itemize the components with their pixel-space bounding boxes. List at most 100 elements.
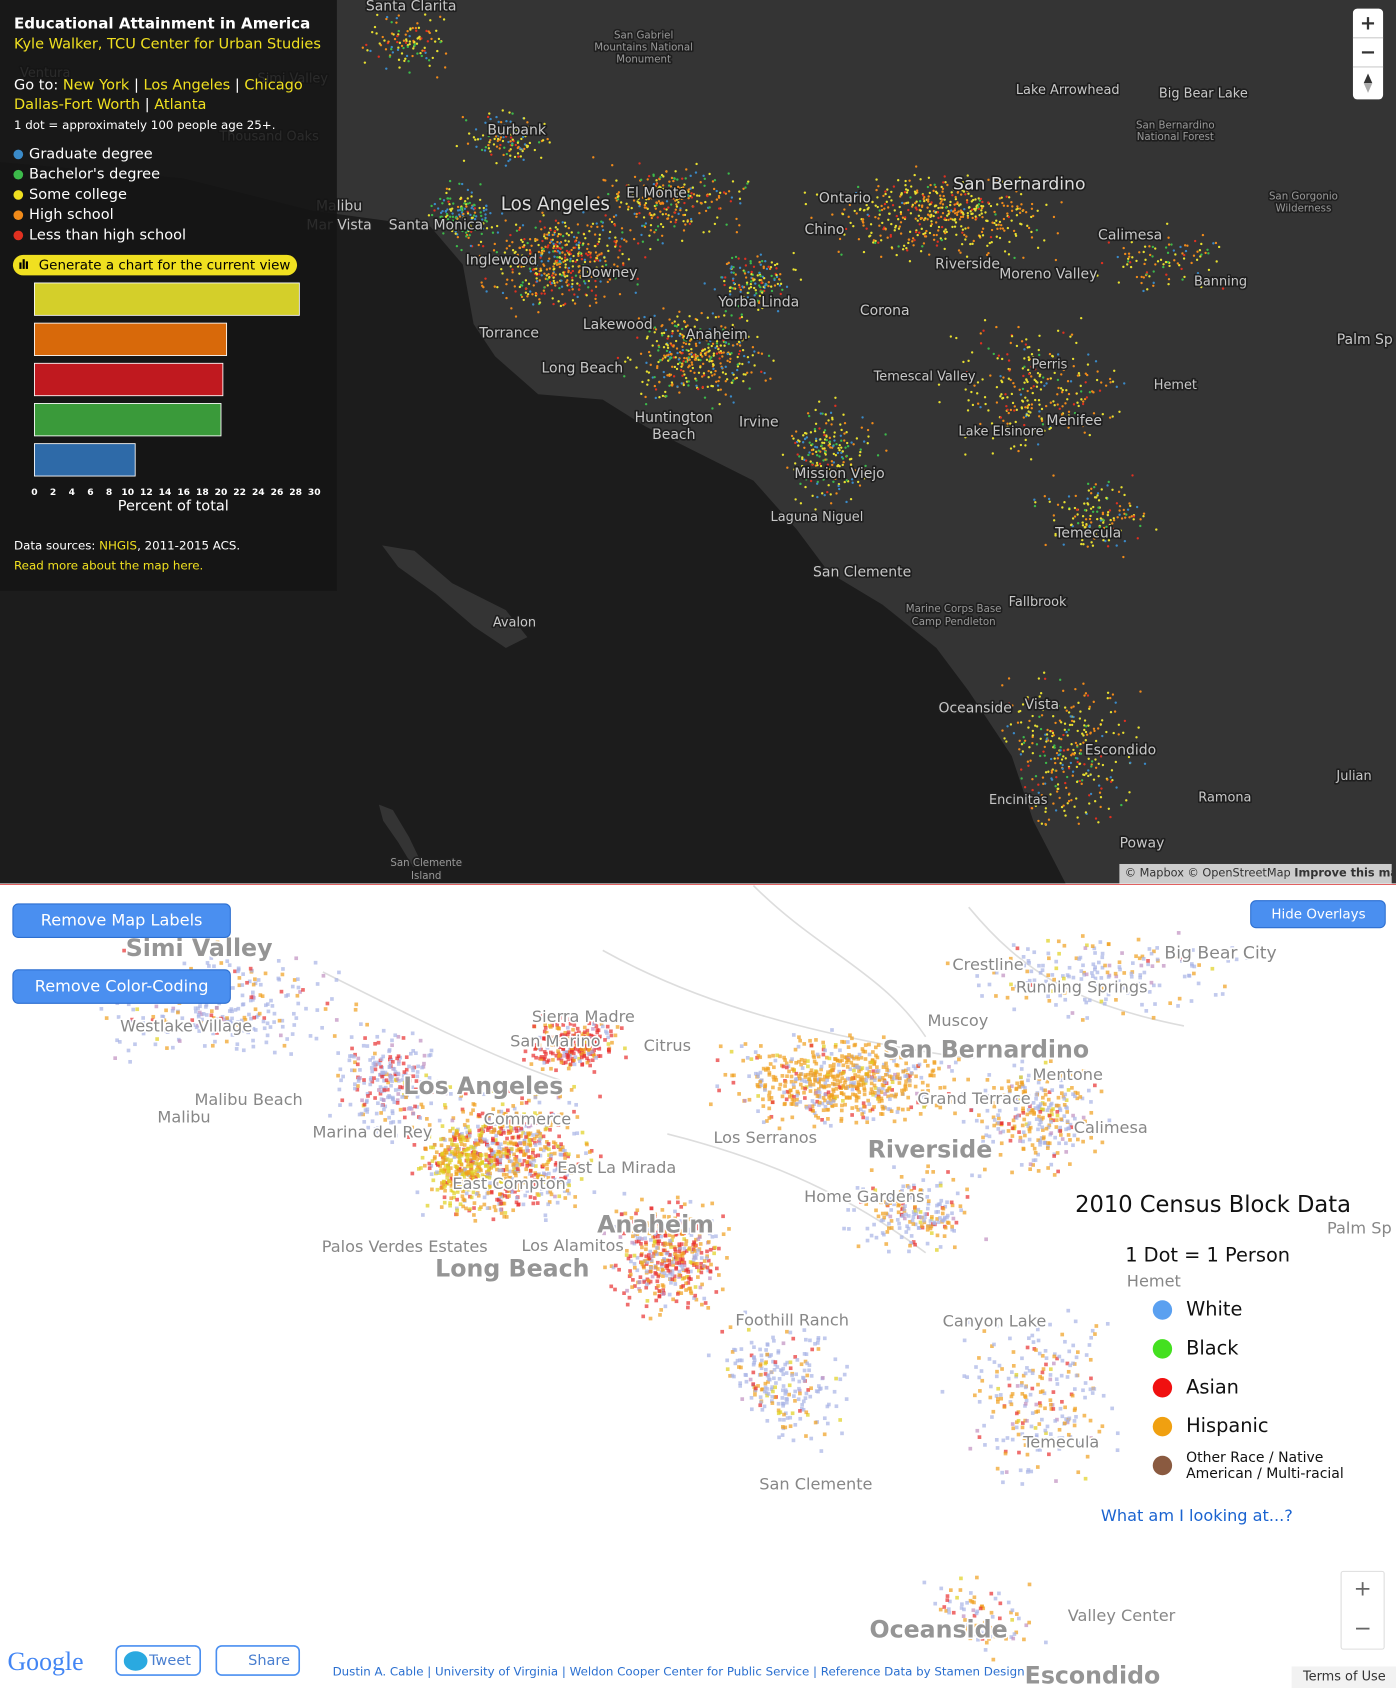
map-dot [860, 426, 864, 429]
map-dot [1107, 536, 1110, 540]
map-dot [511, 1104, 516, 1108]
map-dot [1129, 761, 1132, 764]
map-dot [1033, 504, 1037, 508]
map-dot [562, 303, 565, 307]
map-dot [485, 290, 488, 293]
map-dot [715, 380, 718, 383]
compass[interactable] [1363, 83, 1373, 93]
map-dot [459, 1139, 463, 1143]
map-dot [1042, 796, 1046, 799]
map-dot [725, 378, 729, 381]
map-dot [511, 138, 514, 141]
map-dot [739, 288, 743, 292]
map-dot [1064, 781, 1067, 785]
city-link[interactable]: Atlanta [154, 96, 206, 113]
map-dot [1178, 264, 1181, 267]
map-dot [707, 376, 710, 379]
map-dot [1077, 371, 1081, 375]
zoom-in[interactable]: + [1360, 11, 1376, 34]
map-dot [713, 222, 717, 226]
compass[interactable] [1363, 73, 1373, 84]
map-dot [909, 196, 912, 199]
map-dot [966, 216, 970, 219]
map-dot [933, 183, 936, 186]
map-dot [746, 355, 750, 359]
map-dot [699, 328, 702, 331]
chart-button-label[interactable]: Generate a chart for the current view [39, 258, 291, 274]
map-dot [772, 359, 775, 362]
map-dot [457, 213, 461, 216]
map-dot [1065, 389, 1068, 392]
map-dot [439, 40, 442, 44]
map-dot [965, 370, 969, 374]
map-dot [853, 209, 856, 213]
map-dot [1108, 377, 1112, 381]
city-link[interactable]: New York [63, 76, 130, 93]
map-dot [635, 366, 638, 369]
map-dot [410, 1125, 415, 1130]
city-link[interactable]: Chicago [244, 76, 302, 93]
map-dot [595, 1030, 600, 1035]
map-dot [1006, 425, 1009, 429]
sources-link[interactable]: NHGIS [99, 538, 137, 552]
map-dot [861, 220, 864, 223]
map-dot [1021, 387, 1025, 391]
map-dot [659, 176, 662, 179]
map-dot [738, 224, 741, 227]
map-dot [496, 285, 499, 289]
read-more[interactable]: Read more about the map here. [14, 558, 203, 572]
map-dot [523, 1131, 528, 1136]
map-dot [1112, 528, 1116, 531]
map-dot [858, 454, 861, 457]
map-dot [517, 1158, 522, 1163]
map-dot [981, 378, 984, 381]
map-dot [941, 211, 945, 215]
map-dot [510, 307, 513, 310]
map-dot [592, 1070, 597, 1074]
map-dot [505, 152, 509, 156]
map-dot [1038, 403, 1041, 406]
map-dot [675, 1195, 680, 1200]
map-dot [1166, 251, 1170, 255]
map-dot [731, 180, 735, 183]
map-dot [493, 285, 496, 288]
map-dot [836, 451, 840, 455]
zoom-out[interactable]: − [1360, 40, 1376, 63]
map-dot [526, 1124, 531, 1129]
map-dot [497, 1176, 502, 1180]
map-dot [729, 357, 732, 360]
map-dot [514, 315, 518, 318]
map-dot [594, 279, 597, 283]
map-dot [625, 240, 628, 243]
map-dot [598, 237, 601, 241]
map-dot [900, 192, 903, 195]
map-dot [708, 172, 711, 176]
map-dot [607, 1049, 611, 1054]
map-dot [894, 224, 898, 228]
map-dot [1079, 742, 1082, 746]
map-dot [555, 261, 558, 264]
map-dot [562, 1054, 567, 1058]
map-dot [539, 256, 542, 259]
map-dot [700, 1302, 704, 1307]
map-dot [1026, 389, 1029, 393]
map-dot [707, 342, 710, 346]
map-dot [712, 352, 716, 355]
city-link[interactable]: Dallas-Fort Worth [14, 96, 140, 113]
map-dot [460, 182, 464, 186]
map-dot [1037, 819, 1040, 823]
place-label: Moreno Valley [999, 266, 1097, 282]
map-dot [505, 296, 508, 300]
city-link[interactable]: Los Angeles [143, 76, 230, 93]
map-dot [588, 1044, 592, 1048]
map-dot [451, 212, 454, 215]
map-dot [1044, 771, 1048, 774]
map-dot [992, 352, 995, 356]
map-dot [681, 196, 685, 200]
map-dot [968, 206, 971, 209]
chart-button[interactable] [12, 254, 298, 276]
map-dot [645, 198, 648, 201]
improve-link[interactable]: Improve this map [1294, 866, 1396, 880]
map-dot [563, 256, 567, 259]
map-dot [548, 141, 551, 144]
